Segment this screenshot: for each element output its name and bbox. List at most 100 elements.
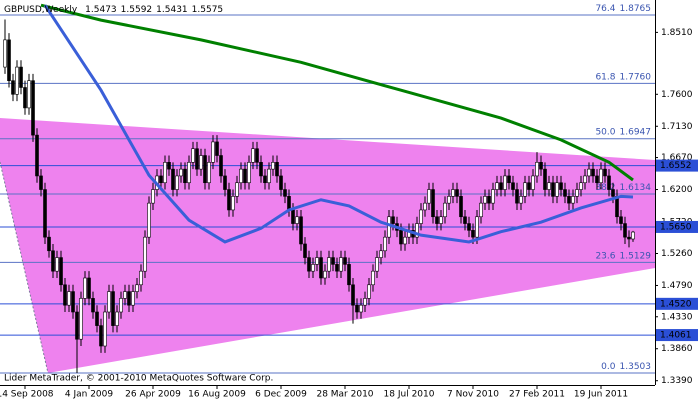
x-tick-label: 6 Dec 2009 xyxy=(255,390,307,400)
candle-body xyxy=(199,155,203,170)
candle-body xyxy=(187,162,191,184)
candle-body xyxy=(455,189,459,197)
y-tick-label: 1.4330 xyxy=(661,312,693,322)
candle-body xyxy=(35,134,39,177)
y-tick-label: 1.6200 xyxy=(661,185,693,195)
candle-body xyxy=(255,148,259,163)
candle-body xyxy=(143,236,147,272)
candle-body xyxy=(595,175,599,184)
candle-body xyxy=(419,209,423,224)
candle-body xyxy=(435,216,439,224)
candle-body xyxy=(499,182,503,190)
candle-body xyxy=(263,175,267,184)
candle-body xyxy=(291,209,295,224)
candle-body xyxy=(583,175,587,184)
candle-body xyxy=(235,182,239,197)
candle-body xyxy=(527,182,531,190)
y-tick-label: 1.3390 xyxy=(661,376,693,386)
candle-body xyxy=(183,168,187,184)
candle-body xyxy=(487,196,491,204)
candle-body xyxy=(623,223,627,238)
candle-body xyxy=(203,155,207,184)
candle-body xyxy=(127,291,131,306)
candle-body xyxy=(531,175,535,190)
candle-body xyxy=(423,202,427,211)
candle-body xyxy=(319,257,323,279)
close: 1.5575 xyxy=(192,5,224,15)
candle-body xyxy=(115,311,119,326)
candle-body xyxy=(367,284,371,299)
candle-body xyxy=(59,257,63,286)
level-box xyxy=(656,220,698,233)
candle-body xyxy=(299,216,303,245)
x-tick-label: 14 Sep 2008 xyxy=(0,390,54,400)
candle-body xyxy=(371,270,375,286)
candle-body xyxy=(259,162,263,177)
fibo-price: 1.3503 xyxy=(620,362,652,372)
candle-body xyxy=(27,80,31,109)
candle-body xyxy=(31,80,35,136)
candle-body xyxy=(383,236,387,252)
candle-body xyxy=(123,291,127,299)
candle-body xyxy=(587,168,591,177)
x-tick-label: 4 Jan 2009 xyxy=(65,390,113,400)
candle-body xyxy=(627,236,631,240)
candle-body xyxy=(335,264,339,272)
candle-body xyxy=(551,182,555,197)
candle-body xyxy=(179,168,183,177)
candle-body xyxy=(387,216,391,238)
candle-body xyxy=(167,162,171,170)
candle-body xyxy=(443,202,447,218)
candle-body xyxy=(191,148,195,163)
candle-body xyxy=(511,182,515,190)
candle-body xyxy=(219,155,223,177)
fibo-level: 0.0 xyxy=(601,362,616,372)
candle-body xyxy=(159,175,163,184)
candle-body xyxy=(211,141,215,163)
candle-body xyxy=(503,175,507,190)
fibo-label: 76.4 1.8765 xyxy=(595,4,651,14)
candle-body xyxy=(107,291,111,313)
level-box xyxy=(656,297,698,310)
candle-body xyxy=(491,189,495,204)
candle-body xyxy=(431,189,435,218)
candle-body xyxy=(471,230,475,238)
chart-header: GBPUSD,Weekly 1.5473 1.5592 1.5431 1.5575 xyxy=(4,5,223,15)
candle-body xyxy=(267,168,271,184)
y-tick-label: 1.7130 xyxy=(661,122,693,132)
y-tick-label: 1.5260 xyxy=(661,249,693,259)
candle-body xyxy=(87,277,91,299)
candle-body xyxy=(227,189,231,211)
candle-body xyxy=(315,257,319,265)
candle-body xyxy=(119,298,123,313)
candle-body xyxy=(363,298,367,306)
candle-body xyxy=(287,196,291,211)
triangle-edge xyxy=(0,161,49,374)
candle-body xyxy=(147,202,151,238)
fibo-label: 23.6 1.5129 xyxy=(595,251,651,261)
fibo-level: 76.4 xyxy=(595,4,615,14)
candle-body xyxy=(547,182,551,190)
candle-body xyxy=(475,216,479,238)
candle-body xyxy=(3,39,7,68)
candle-body xyxy=(63,284,67,306)
fibo-label: 38.2 1.6134 xyxy=(595,183,651,193)
candle-body xyxy=(67,291,71,306)
fibo-price: 1.6947 xyxy=(620,127,652,137)
candle-body xyxy=(215,141,219,156)
candle-body xyxy=(95,311,99,326)
candle-body xyxy=(55,257,59,272)
candle-body xyxy=(171,168,175,190)
candle-body xyxy=(515,189,519,204)
fibo-level: 23.6 xyxy=(595,251,615,261)
candle-body xyxy=(79,298,83,340)
candle-body xyxy=(323,270,327,279)
candle-body xyxy=(467,223,471,231)
y-tick-label: 1.7600 xyxy=(661,90,693,100)
candle-body xyxy=(539,162,543,170)
x-tick-label: 28 Mar 2010 xyxy=(316,390,373,400)
candle-body xyxy=(631,231,635,240)
candle-body xyxy=(543,168,547,190)
low: 1.5431 xyxy=(156,5,188,15)
candle-body xyxy=(451,189,455,197)
